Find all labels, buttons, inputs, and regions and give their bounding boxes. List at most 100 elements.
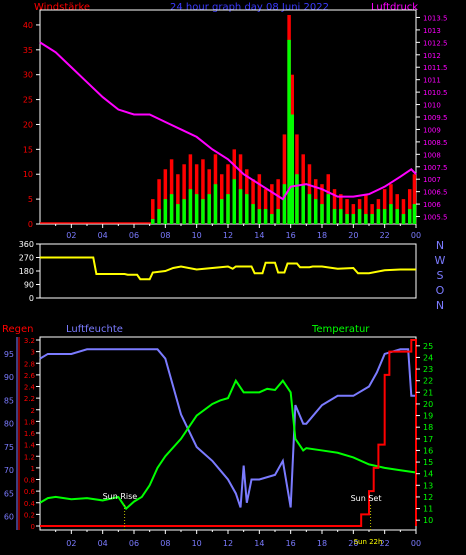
wind-mean-bar bbox=[213, 184, 218, 224]
pressure-tick-label: 1010 bbox=[423, 102, 441, 110]
wind-mean-bar bbox=[412, 204, 417, 224]
wind-gust-bar bbox=[176, 174, 180, 224]
rain-tick-label: 0.8 bbox=[24, 477, 35, 485]
wind-mean-bar bbox=[151, 219, 155, 224]
direction-tick-label: 360 bbox=[19, 240, 34, 249]
humidity-tick-label: 75 bbox=[4, 443, 14, 452]
wind-gust-bar bbox=[151, 199, 155, 224]
wind-mean-bar bbox=[282, 184, 287, 224]
time-tick-label: 14 bbox=[254, 231, 264, 240]
time-tick-label: 10 bbox=[192, 539, 202, 548]
temperature-tick-label: 25 bbox=[423, 342, 433, 351]
wind-tick-label: 20 bbox=[23, 120, 33, 129]
temperature-tick-label: 13 bbox=[423, 481, 433, 490]
wind-gust-bar bbox=[382, 189, 387, 224]
rain-tick-label: 3.2 bbox=[24, 337, 35, 345]
wind-gust-bar bbox=[263, 189, 268, 224]
pressure-tick-label: 1005.5 bbox=[423, 214, 448, 222]
direction-letter-n: N bbox=[436, 239, 444, 252]
wind-mean-bar bbox=[276, 209, 280, 224]
humidity-tick-label: 70 bbox=[4, 466, 14, 475]
wind-mean-bar bbox=[389, 204, 393, 224]
time-tick-label: 04 bbox=[98, 539, 108, 548]
wind-gust-bar bbox=[364, 194, 368, 224]
pressure-tick-label: 1007 bbox=[423, 176, 441, 184]
wind-gust-bar bbox=[201, 159, 205, 224]
temperature-line bbox=[39, 378, 417, 511]
rain-tick-label: 1.8 bbox=[24, 418, 35, 426]
pressure-tick-label: 1013.5 bbox=[423, 14, 448, 22]
wind-mean-bar bbox=[194, 194, 199, 224]
rain-tick-label: 2 bbox=[31, 407, 35, 415]
rain-tick-label: 2.6 bbox=[24, 372, 36, 380]
temperature-tick-label: 12 bbox=[423, 493, 433, 502]
wind-mean-bar bbox=[163, 199, 168, 224]
wind-gust-bar bbox=[157, 179, 161, 224]
wind-mean-bar bbox=[257, 209, 262, 224]
wind-mean-bar bbox=[263, 209, 268, 224]
wind-gust-bar bbox=[412, 174, 417, 224]
wind-mean-bar bbox=[182, 199, 186, 224]
humidity-tick-label: 65 bbox=[4, 489, 14, 498]
wind-tick-label: 40 bbox=[23, 21, 33, 30]
temperature-tick-label: 23 bbox=[423, 365, 433, 374]
time-tick-label: 22 bbox=[380, 539, 390, 548]
rain-tick-label: 1.6 bbox=[24, 430, 36, 438]
rain-tick-label: 2.4 bbox=[24, 384, 36, 392]
wind-mean-bar bbox=[290, 114, 294, 224]
wind-pressure-plot bbox=[39, 14, 417, 224]
chart-date-title: 24 hour graph day 08 Juni 2022 bbox=[170, 2, 329, 13]
rain-tick-label: 0.4 bbox=[24, 500, 36, 508]
rain-title: Regen bbox=[2, 324, 34, 335]
wind-gust-bar bbox=[307, 164, 312, 224]
temperature-tick-label: 18 bbox=[423, 423, 433, 432]
wind-mean-bar bbox=[176, 204, 180, 224]
temperature-tick-label: 16 bbox=[423, 446, 433, 455]
direction-letter-s: S bbox=[437, 269, 444, 282]
wind-direction-plot bbox=[40, 256, 416, 281]
sunset-time-label: Sun 22h bbox=[354, 538, 383, 546]
rain-tick-label: 3 bbox=[31, 349, 35, 357]
time-tick-label: 08 bbox=[160, 539, 170, 548]
wind-mean-bar bbox=[295, 174, 299, 224]
sunset-label: Sun Set bbox=[351, 494, 382, 503]
direction-tick-label: 180 bbox=[19, 267, 34, 276]
humidity-tick-label: 85 bbox=[4, 396, 14, 405]
time-tick-label: 18 bbox=[317, 539, 327, 548]
rain-tick-label: 2.2 bbox=[24, 395, 35, 403]
pressure-tick-label: 1006.5 bbox=[423, 189, 448, 197]
pressure-tick-label: 1007.5 bbox=[423, 164, 448, 172]
time-tick-label: 16 bbox=[286, 231, 296, 240]
time-tick-label: 16 bbox=[286, 539, 296, 548]
pressure-tick-label: 1008.5 bbox=[423, 139, 448, 147]
temperature-tick-label: 20 bbox=[423, 400, 433, 409]
time-tick-label: 00 bbox=[411, 231, 421, 240]
temperature-tick-label: 21 bbox=[423, 388, 433, 397]
humidity-tick-label: 60 bbox=[4, 513, 14, 522]
pressure-tick-label: 1009 bbox=[423, 126, 441, 134]
wind-mean-bar bbox=[270, 214, 274, 224]
wind-tick-label: 0 bbox=[28, 220, 33, 229]
rain-tick-label: 1.4 bbox=[24, 442, 36, 450]
wind-mean-bar bbox=[401, 214, 406, 224]
wind-pressure-axes: 05101520253035401005.510061006.510071007… bbox=[23, 14, 448, 240]
wind-direction-axes: 0 90 180 270 360 bbox=[19, 240, 40, 303]
wind-gust-bar bbox=[182, 164, 186, 224]
wind-gust-bar bbox=[251, 179, 255, 224]
temperature-tick-label: 10 bbox=[423, 516, 433, 525]
pressure-tick-label: 1013 bbox=[423, 27, 441, 35]
wind-gust-bar bbox=[332, 189, 337, 224]
temperature-title: Temperatur bbox=[311, 324, 370, 335]
time-tick-label: 18 bbox=[317, 231, 327, 240]
time-tick-label: 10 bbox=[192, 231, 202, 240]
wind-gust-bar bbox=[226, 164, 230, 224]
wind-mean-bar bbox=[251, 204, 255, 224]
direction-letter-o: O bbox=[436, 284, 445, 297]
wind-gust-bar bbox=[257, 174, 262, 224]
wind-gust-bar bbox=[238, 154, 243, 224]
wind-mean-bar bbox=[395, 209, 399, 224]
time-tick-label: 06 bbox=[129, 231, 139, 240]
wind-mean-bar bbox=[407, 209, 412, 224]
